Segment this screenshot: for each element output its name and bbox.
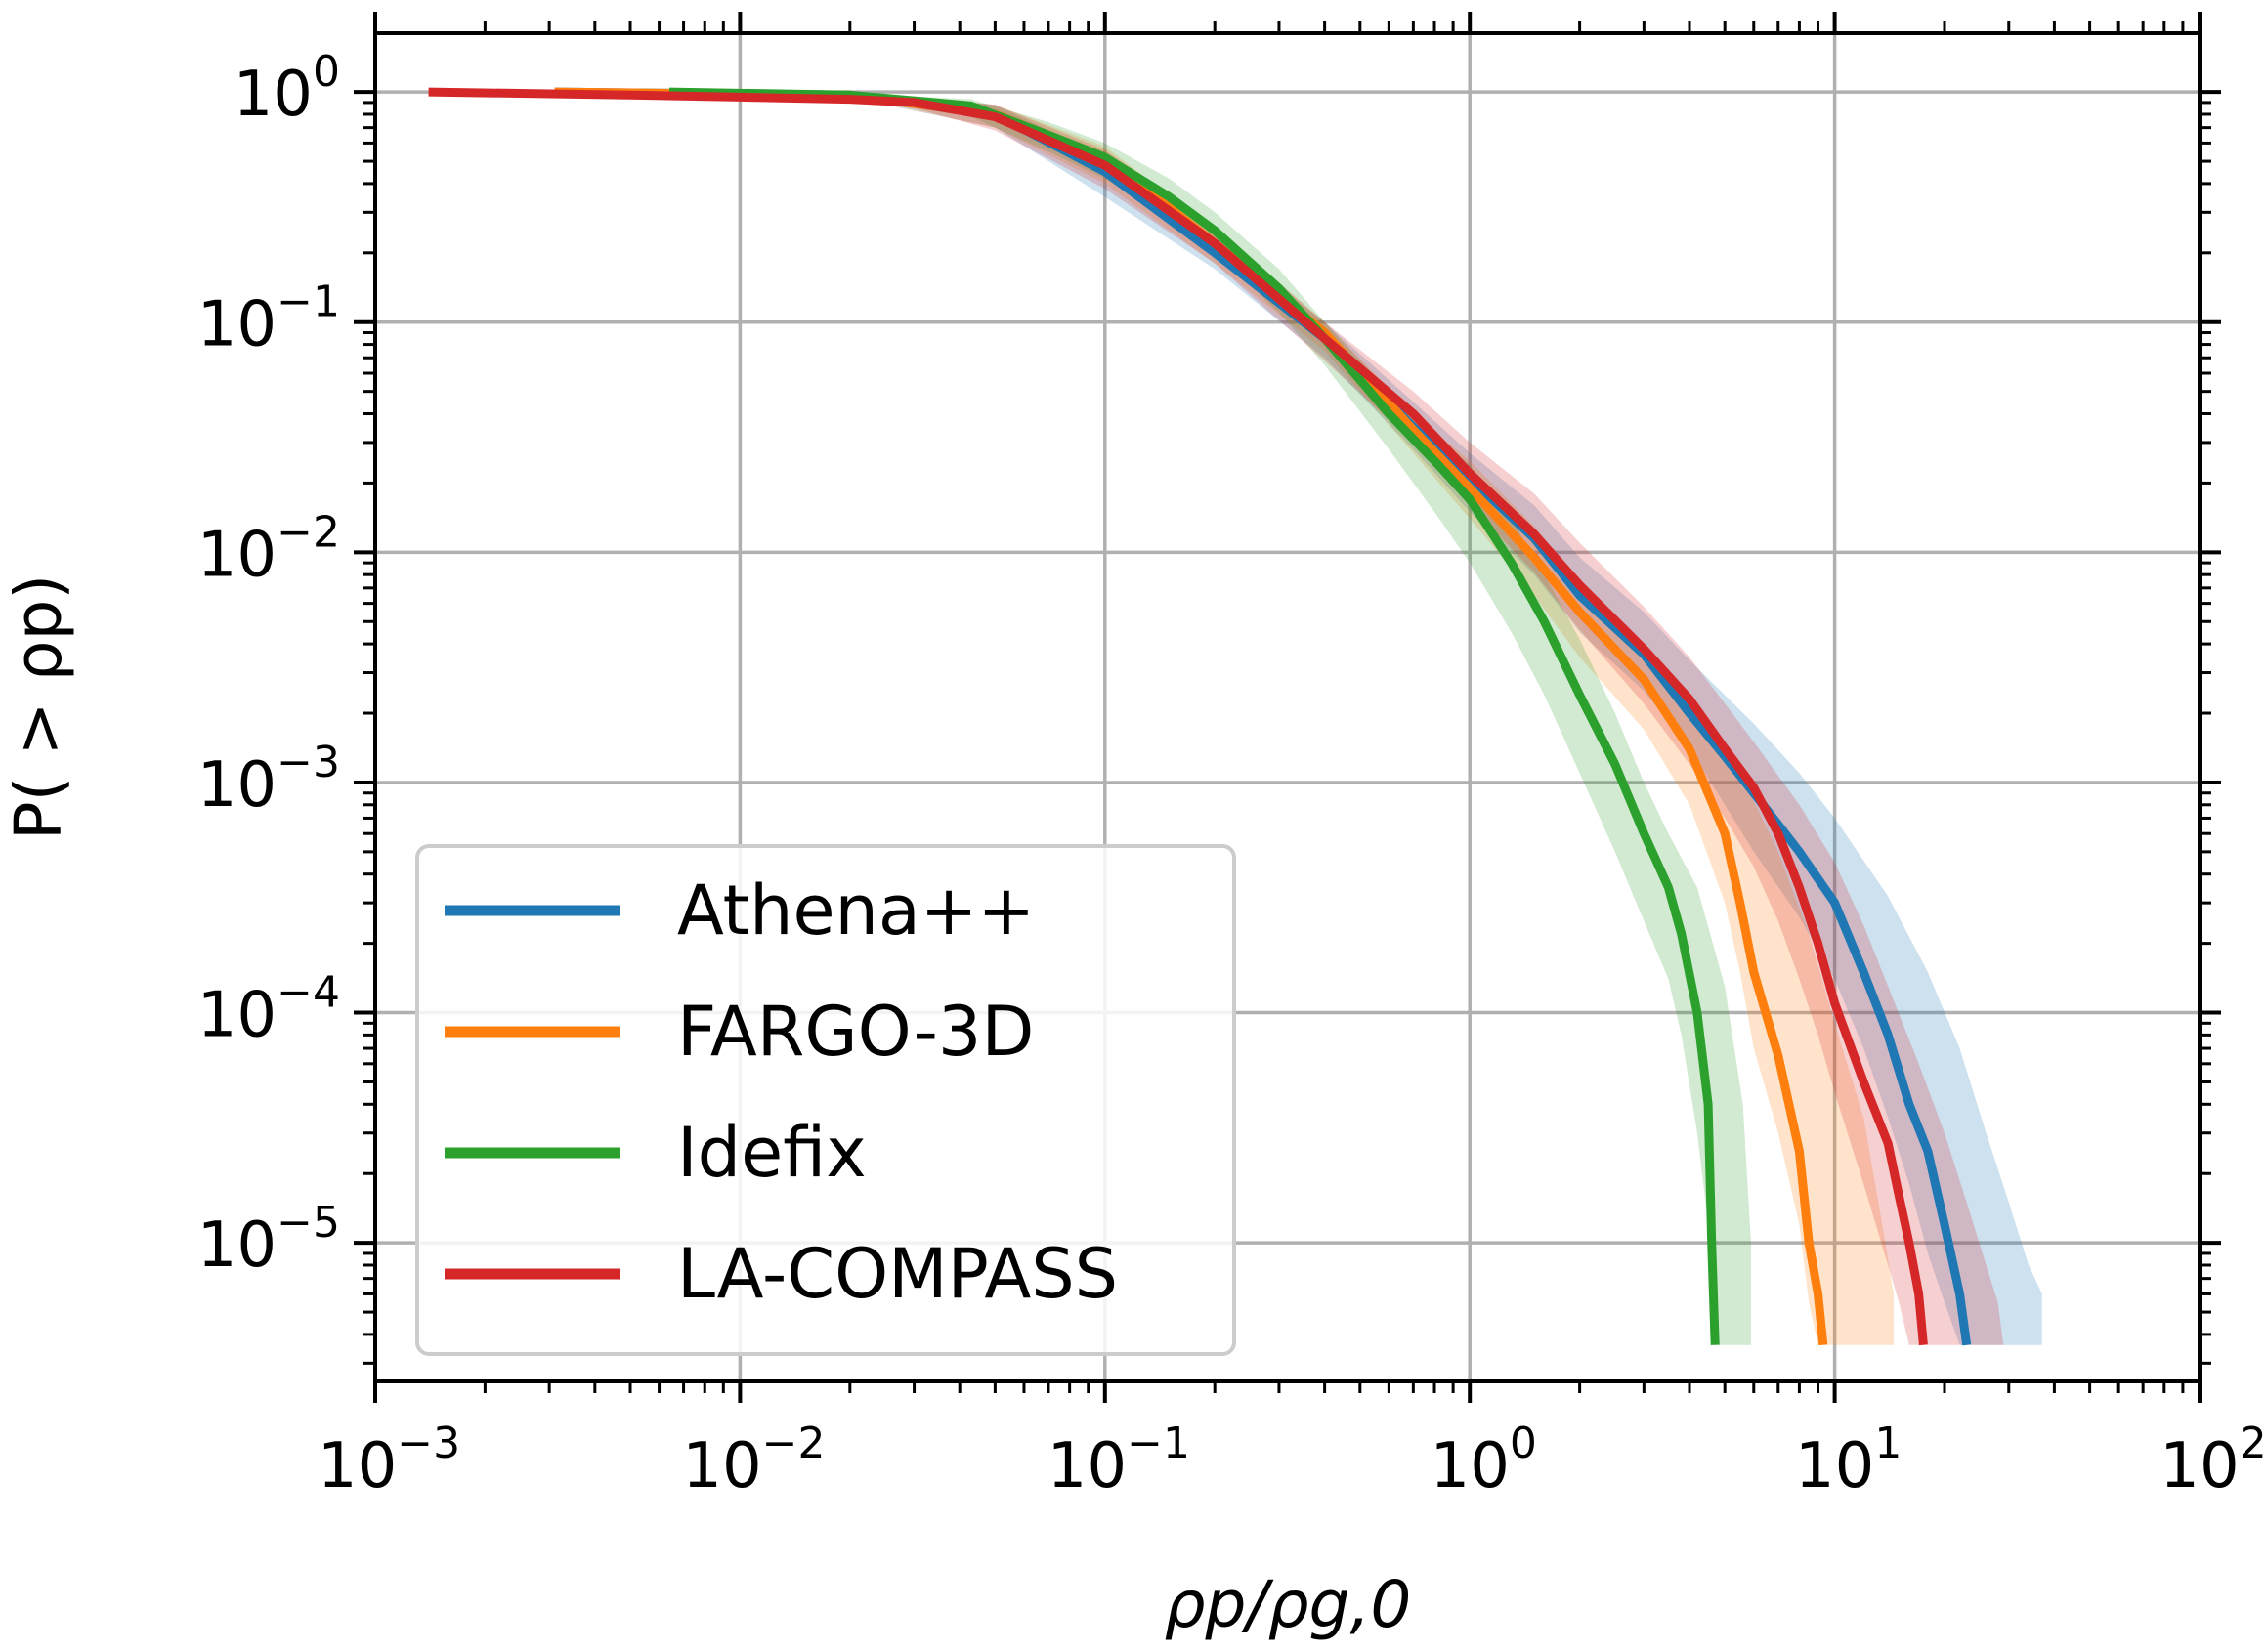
band-athena- [554,92,2042,1345]
y-tick-label: 10−4 [197,968,340,1052]
y-tick-label: 10−1 [197,277,340,361]
legend-label: Idefix [677,1113,867,1193]
y-tick-label: 10−2 [197,507,340,591]
x-tick-label: 102 [2159,1419,2266,1503]
series-line-athena- [554,87,1972,1346]
x-tick-label: 101 [1795,1419,1902,1503]
x-axis-label: ρp/ρg,0 [1165,1567,1412,1642]
legend-box [415,844,1236,1356]
legend-label: LA-COMPASS [677,1234,1118,1314]
series-line-la-compass [428,87,1928,1346]
plot-frame [373,31,2202,1383]
x-tick-label: 10−1 [1047,1419,1190,1503]
x-tick-label: 10−3 [318,1419,460,1503]
legend: Athena++ FARGO-3D Idefix LA-COMPASS [415,844,1236,1356]
x-tick-label: 100 [1430,1419,1536,1503]
y-tick-label: 100 [234,47,340,131]
series-line-idefix [668,87,1720,1345]
legend-label: FARGO-3D [677,992,1034,1072]
series-lines [428,87,1972,1346]
y-tick-label: 10−3 [197,738,340,822]
legend-label: Athena++ [677,870,1035,951]
axes: 10−3 10−2 10−1 100 101 102 100 10−1 10−2 10−3 10−4… [197,12,2266,1503]
x-tick-label: 10−2 [682,1419,825,1503]
y-tick-label: 10−5 [197,1198,340,1282]
y-axis-label: P( > ρp) [1,574,76,840]
